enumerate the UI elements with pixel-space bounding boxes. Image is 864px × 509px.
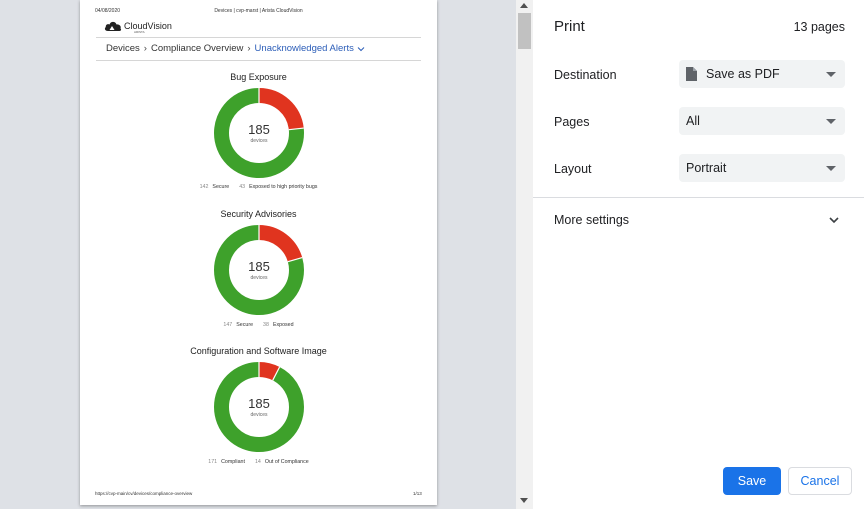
save-button[interactable]: Save: [723, 467, 781, 495]
donut-separator: [287, 256, 303, 263]
legend-count: 43: [239, 184, 246, 190]
legend-count: 142: [199, 184, 209, 190]
chart-title: Configuration and Software Image: [190, 346, 327, 356]
legend-label: Exposed: [272, 322, 294, 328]
breadcrumb-unacknowledged-alerts: Unacknowledged Alerts: [254, 43, 354, 54]
bug-exposure-chart: Bug Exposure: [80, 72, 437, 82]
layout-select[interactable]: Portrait: [679, 154, 845, 182]
configuration-compliance-donut: 185 devices: [213, 361, 305, 453]
breadcrumb: Devices › Compliance Overview › Unacknow…: [106, 43, 365, 54]
legend-count: 14: [254, 459, 261, 465]
chart-legend: 171 Compliant 14 Out of Compliance: [80, 459, 437, 465]
security-advisories-donut: 185 devices: [213, 224, 305, 316]
cloudvision-logo: CloudVision: [104, 20, 172, 32]
caret-down-icon: [826, 119, 836, 124]
bug-exposure-donut: 185 devices: [213, 87, 305, 179]
logo-text: CloudVision: [124, 20, 172, 31]
security-advisories-chart: Security Advisories: [80, 209, 437, 219]
settings-divider: [533, 197, 864, 198]
chart-legend: 147 Secure 38 Exposed: [80, 322, 437, 328]
breadcrumb-divider: [96, 60, 421, 61]
chart-title: Security Advisories: [220, 209, 297, 219]
chevron-right-icon: ›: [247, 43, 251, 54]
donut-center-value: 185: [248, 258, 270, 274]
donut-separator: [288, 127, 304, 131]
legend-label: Secure: [236, 322, 254, 328]
header-divider: [96, 37, 421, 38]
donut-center-label: devices: [250, 137, 268, 144]
donut-center-label: devices: [250, 274, 268, 281]
page-footer-number: 1/13: [413, 491, 422, 496]
pages-select[interactable]: All: [679, 107, 845, 135]
print-settings-panel: Print 13 pages Destination Save as PDF P…: [533, 0, 864, 509]
preview-page: 04/08/2020 Devices | cvp-marst | Arista …: [80, 0, 437, 505]
legend-label: Secure: [212, 184, 230, 190]
cancel-button[interactable]: Cancel: [788, 467, 852, 495]
legend-count: 147: [223, 322, 233, 328]
chevron-down-icon: [357, 46, 365, 51]
layout-value: Portrait: [686, 161, 727, 175]
layout-label: Layout: [554, 162, 592, 176]
chart-title: Bug Exposure: [230, 72, 287, 82]
caret-down-icon: [826, 166, 836, 171]
legend-label: Exposed to high priority bugs: [249, 184, 318, 190]
chart-legend: 142 Secure 43 Exposed to high priority bugs: [80, 184, 437, 190]
page-header-date: 04/08/2020: [95, 8, 121, 14]
scrollbar-thumb[interactable]: [518, 13, 531, 49]
logo-subtext: ARISTA: [134, 30, 145, 34]
donut-center-value: 185: [248, 121, 270, 137]
donut-center-value: 185: [248, 395, 270, 411]
breadcrumb-compliance-overview: Compliance Overview: [150, 43, 244, 54]
print-title: Print: [554, 18, 585, 35]
destination-select[interactable]: Save as PDF: [679, 60, 845, 88]
pages-label: Pages: [554, 115, 590, 129]
breadcrumb-devices: Devices: [106, 43, 140, 54]
destination-value: Save as PDF: [706, 67, 780, 81]
legend-count: 171: [208, 459, 218, 465]
legend-count: 38: [263, 322, 269, 328]
print-preview-area: 04/08/2020 Devices | cvp-marst | Arista …: [0, 0, 533, 509]
destination-label: Destination: [554, 68, 617, 82]
pages-value: All: [686, 114, 700, 128]
file-icon: [686, 67, 697, 81]
page-header-title: Devices | cvp-marst | Arista CloudVision: [214, 8, 303, 14]
more-settings-toggle[interactable]: More settings: [554, 213, 630, 227]
preview-scrollbar[interactable]: [516, 0, 533, 509]
caret-down-icon: [826, 72, 836, 77]
page-footer-url: https://cvp-main/cv/devices/compliance-o…: [95, 491, 193, 496]
legend-label: Out of Compliance: [264, 459, 309, 465]
chevron-right-icon: ›: [143, 43, 147, 54]
donut-separator: [272, 366, 281, 381]
donut-center-label: devices: [250, 411, 268, 418]
cloud-icon: [104, 21, 122, 31]
configuration-compliance-chart: Configuration and Software Image: [80, 346, 437, 356]
scroll-up-arrow-icon[interactable]: [520, 3, 528, 8]
chevron-down-icon[interactable]: [828, 214, 840, 226]
scroll-down-arrow-icon[interactable]: [520, 498, 528, 503]
page-count: 13 pages: [793, 20, 845, 34]
legend-label: Compliant: [221, 459, 245, 465]
